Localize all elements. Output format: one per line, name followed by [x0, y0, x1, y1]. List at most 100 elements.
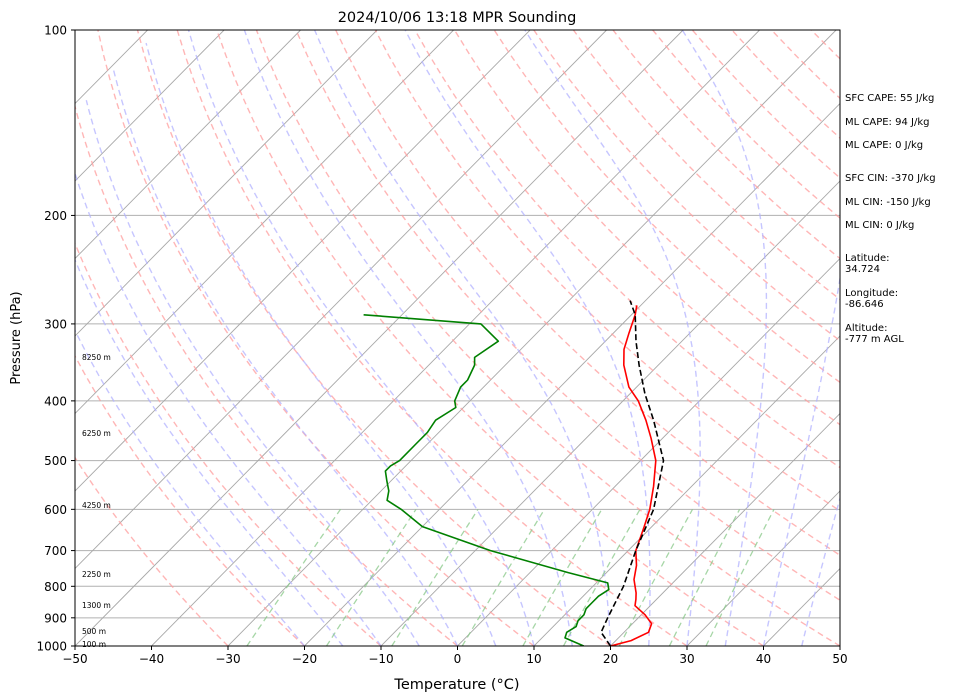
dry-adiabat-line: [75, 241, 382, 646]
moist-adiabat-line: [187, 30, 535, 646]
height-label: 500 m: [82, 627, 106, 636]
dry-adiabat-line: [255, 30, 840, 646]
series-line-1: [363, 314, 610, 646]
stat-ml-cin-2: ML CIN: 0 J/kg: [845, 220, 915, 231]
mixing-ratio-line: [522, 508, 603, 646]
mixing-ratio-line: [391, 508, 479, 646]
y-axis-label: Pressure (hPa): [9, 291, 24, 384]
dry-adiabat-line: [533, 30, 840, 342]
isotherm-line: [75, 30, 301, 260]
stat-ml-cape-1: ML CAPE: 94 J/kg: [845, 117, 930, 128]
isotherm-line: [75, 30, 378, 337]
dry-adiabat-line: [335, 30, 840, 557]
y-tick-label: 400: [44, 394, 67, 408]
dry-adiabat-line: [75, 103, 458, 646]
x-tick-label: −50: [62, 652, 87, 666]
isotherm-line: [75, 30, 531, 492]
x-tick-label: 0: [454, 652, 462, 666]
height-label: 8250 m: [82, 353, 111, 362]
mixing-ratio-line: [705, 509, 775, 646]
isotherm-line: [610, 412, 840, 646]
stat-latitude: Latitude: 34.724: [845, 253, 890, 275]
moist-adiabat-line: [75, 171, 382, 646]
isotherm-line: [75, 30, 684, 646]
moist-adiabat-line: [112, 67, 459, 646]
x-tick-label: −10: [368, 652, 393, 666]
height-label: 1300 m: [82, 601, 111, 610]
stat-sfc-cape: SFC CAPE: 55 J/kg: [845, 93, 935, 104]
x-tick-label: 30: [679, 652, 694, 666]
axis-ticks: −50 −40 −30 −20 −10 0 10 20 30 40 50 1000 900 800 700 6…: [36, 24, 847, 667]
dry-adiabat-line: [97, 30, 535, 646]
background-grid: [75, 30, 840, 646]
x-tick-label: 20: [603, 652, 618, 666]
stat-altitude: Altitude: -777 m AGL: [845, 323, 904, 345]
dry-adiabat-line: [75, 456, 229, 646]
mixing-ratio-line: [618, 508, 694, 646]
dry-adiabat-line: [295, 30, 840, 602]
isotherm-line: [227, 30, 837, 646]
y-tick-label: 100: [44, 24, 67, 38]
isotherm-line: [75, 30, 225, 182]
y-tick-label: 600: [44, 503, 67, 517]
stat-ml-cape-2: ML CAPE: 0 J/kg: [845, 140, 924, 151]
height-label: 2250 m: [82, 570, 111, 579]
moist-adiabat-line: [75, 258, 344, 646]
moist-adiabat-line: [762, 274, 840, 646]
moist-adiabat-line: [404, 30, 651, 646]
moist-adiabat-line: [85, 100, 420, 646]
moist-adiabat-line: [75, 328, 306, 646]
moist-adiabat-line: [313, 30, 612, 646]
isotherm-line: [151, 30, 760, 646]
moist-adiabat-line: [243, 30, 573, 646]
series-line-0: [610, 305, 657, 646]
isotherm-line: [457, 257, 840, 646]
isotherm-line: [380, 180, 840, 646]
x-tick-label: −40: [139, 652, 164, 666]
y-tick-label: 800: [44, 580, 67, 594]
stat-longitude: Longitude: -86.646: [845, 288, 899, 310]
mixing-ratio-line: [668, 508, 741, 646]
x-tick-label: −30: [215, 652, 240, 666]
dry-adiabat-line: [216, 30, 764, 646]
isotherm-line: [304, 102, 840, 646]
chart-title: 2024/10/06 13:18 MPR Sounding: [338, 10, 577, 26]
dry-adiabat-line: [453, 30, 840, 426]
series-lines: [363, 300, 665, 646]
dry-adiabat-line: [572, 30, 840, 301]
x-tick-label: 50: [832, 652, 847, 666]
mixing-ratio-line: [246, 508, 342, 646]
dry-adiabat-line: [136, 30, 611, 646]
moist-adiabat-line: [524, 30, 701, 646]
moist-adiabat-line: [145, 42, 497, 646]
moist-adiabat-line: [681, 30, 768, 646]
height-label: 6250 m: [82, 429, 111, 438]
x-tick-label: 10: [526, 652, 541, 666]
y-tick-label: 1000: [36, 640, 67, 654]
x-axis-label: Temperature (°C): [393, 677, 519, 693]
y-tick-label: 200: [44, 209, 67, 223]
isotherm-line: [75, 30, 607, 570]
x-tick-label: 40: [756, 652, 771, 666]
moist-adiabat-line: [801, 495, 840, 646]
dry-adiabat-line: [75, 354, 305, 646]
y-tick-label: 300: [44, 317, 67, 331]
dry-adiabat-line: [374, 30, 840, 512]
height-label: 4250 m: [82, 501, 111, 510]
height-label: 100 m: [82, 640, 106, 649]
mixing-ratio-line: [461, 508, 546, 646]
isotherm-line: [75, 30, 454, 415]
mixing-ratio-line: [325, 508, 417, 646]
x-tick-label: −20: [292, 652, 317, 666]
isotherm-line: [686, 490, 840, 646]
y-tick-label: 700: [44, 544, 67, 558]
height-labels: 8250 m 6250 m 4250 m 2250 m 1300 m 500 m 100 m: [82, 353, 111, 649]
stat-ml-cin-1: ML CIN: -150 J/kg: [845, 197, 931, 208]
isotherm-line: [533, 335, 840, 646]
series-line-2: [600, 300, 665, 646]
dry-adiabat-line: [493, 30, 840, 384]
y-tick-label: 900: [44, 611, 67, 625]
plot-frame: [74, 29, 841, 647]
y-tick-label: 500: [44, 454, 67, 468]
